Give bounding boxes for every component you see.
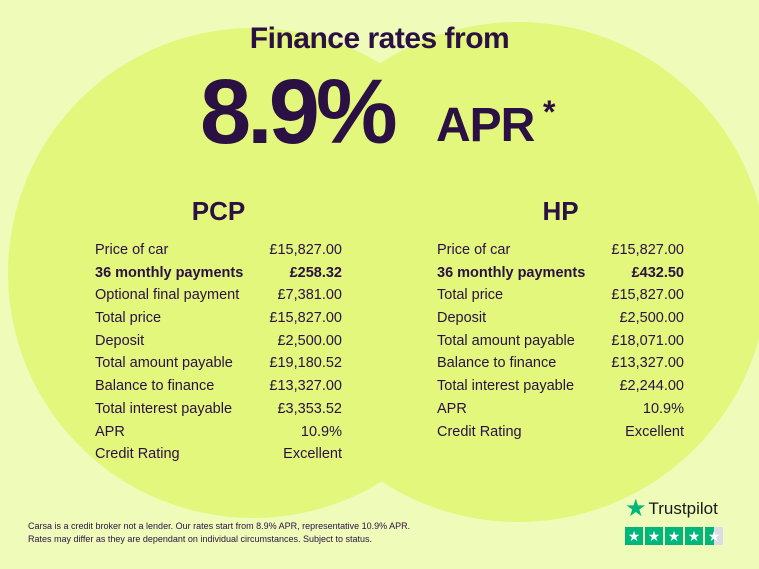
row-value: Excellent xyxy=(625,423,684,440)
row-value: 10.9% xyxy=(642,400,684,417)
table-row: Deposit £2,500.00 xyxy=(95,330,342,353)
table-row: Total price £15,827.00 xyxy=(95,307,342,330)
row-label: Deposit xyxy=(437,310,487,327)
table-row: Total interest payable £3,353.52 xyxy=(95,398,342,421)
disclaimer-line-1: Carsa is a credit broker not a lender. O… xyxy=(28,521,411,531)
table-row: Total amount payable £19,180.52 xyxy=(95,352,342,375)
trustpilot-badge[interactable]: ★ Trustpilot ★ ★ ★ ★ ★ xyxy=(625,494,723,545)
disclaimer-line-2: Rates may differ as they are dependant o… xyxy=(28,534,373,544)
table-row: Price of car £15,827.00 xyxy=(95,239,342,262)
row-value: £15,827.00 xyxy=(611,242,684,258)
hp-table: HP Price of car £15,827.00 36 monthly paym… xyxy=(437,196,684,443)
row-value: £2,500.00 xyxy=(619,310,684,327)
trustpilot-label: Trustpilot xyxy=(648,498,718,518)
table-row: Credit Rating Excellent xyxy=(95,443,342,466)
row-label: Balance to finance xyxy=(95,378,215,395)
row-value: 10.9% xyxy=(300,423,342,440)
table-row: Deposit £2,500.00 xyxy=(437,307,684,330)
row-label: 36 monthly payments xyxy=(437,264,586,281)
row-label: Total price xyxy=(95,310,162,327)
hp-title: HP xyxy=(542,196,579,226)
rating-star-icon: ★ xyxy=(645,527,663,545)
table-row: Balance to finance £13,327.00 xyxy=(95,375,342,398)
row-label: Balance to finance xyxy=(437,355,557,372)
pcp-title: PCP xyxy=(191,196,246,226)
row-value: £2,244.00 xyxy=(619,378,684,395)
row-value: £15,827.00 xyxy=(611,287,684,304)
headline: Finance rates from xyxy=(249,22,510,55)
trustpilot-rating: ★ ★ ★ ★ ★ xyxy=(625,527,723,545)
apr-label: APR xyxy=(436,99,535,152)
table-row: APR 10.9% xyxy=(437,398,684,421)
pcp-table: PCP Price of car £15,827.00 36 monthly pay… xyxy=(95,196,342,466)
row-value: £2,500.00 xyxy=(277,332,342,349)
table-row: Total price £15,827.00 xyxy=(437,284,684,307)
table-row: Balance to finance £13,327.00 xyxy=(437,352,684,375)
row-value: £13,327.00 xyxy=(269,378,342,395)
asterisk: * xyxy=(543,94,556,130)
row-value: £13,327.00 xyxy=(611,355,684,372)
row-value: £19,180.52 xyxy=(269,355,342,372)
row-label: Optional final payment xyxy=(95,287,240,304)
row-label: APR xyxy=(437,400,467,417)
row-label: Price of car xyxy=(437,242,511,258)
row-label: Total amount payable xyxy=(95,355,233,372)
row-value: £258.32 xyxy=(289,264,342,281)
rate-value: 8.9% xyxy=(200,61,398,163)
table-row: Optional final payment £7,381.00 xyxy=(95,284,342,307)
table-row: Total amount payable £18,071.00 xyxy=(437,330,684,353)
row-label: Deposit xyxy=(95,332,145,349)
row-label: Price of car xyxy=(95,242,169,258)
row-label: Total interest payable xyxy=(437,378,575,395)
table-row: APR 10.9% xyxy=(95,421,342,444)
rating-star-icon: ★ xyxy=(625,527,643,545)
rating-star-icon: ★ xyxy=(685,527,703,545)
row-label: Total amount payable xyxy=(437,332,575,349)
rating-star-icon: ★ xyxy=(705,527,723,545)
table-row: 36 monthly payments £258.32 xyxy=(95,262,342,285)
row-label: 36 monthly payments xyxy=(95,264,244,281)
row-value: £3,353.52 xyxy=(277,400,342,417)
row-label: Credit Rating xyxy=(95,446,180,463)
trustpilot-star-icon: ★ xyxy=(625,495,647,522)
row-label: Credit Rating xyxy=(437,423,522,440)
row-label: APR xyxy=(95,423,125,440)
row-label: Total price xyxy=(437,287,504,304)
row-value: £15,827.00 xyxy=(269,242,342,258)
table-row: Price of car £15,827.00 xyxy=(437,239,684,262)
rating-star-icon: ★ xyxy=(665,527,683,545)
row-value: Excellent xyxy=(283,446,342,463)
row-value: £18,071.00 xyxy=(611,332,684,349)
row-value: £15,827.00 xyxy=(269,310,342,327)
table-row: Credit Rating Excellent xyxy=(437,421,684,444)
row-label: Total interest payable xyxy=(95,400,233,417)
table-row: 36 monthly payments £432.50 xyxy=(437,262,684,285)
disclaimer: Carsa is a credit broker not a lender. O… xyxy=(28,520,410,546)
row-value: £7,381.00 xyxy=(277,287,342,304)
right-circle-decoration xyxy=(268,22,759,522)
row-value: £432.50 xyxy=(631,264,684,281)
table-row: Total interest payable £2,244.00 xyxy=(437,375,684,398)
